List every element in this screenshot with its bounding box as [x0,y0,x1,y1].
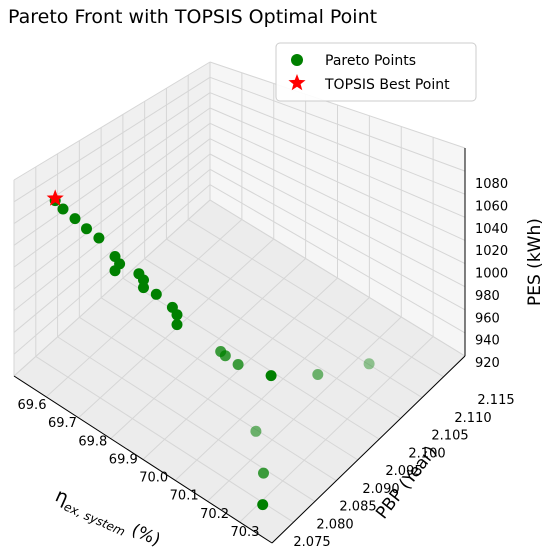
pareto-point [138,282,149,294]
grid-back-z [209,199,466,357]
grid-left-z [13,199,211,377]
grid-left-z [13,122,211,268]
grid-back-z [209,153,466,288]
x-axis-label: ηex, system(%) [51,484,164,552]
pareto-point [171,309,183,321]
grid-floor-y [79,316,337,482]
grid-floor-x [110,258,306,439]
grid-left-z [13,138,211,290]
pareto-point [109,265,121,277]
grid-floor-y [166,238,423,398]
z-tick-label: 1080 [475,177,508,192]
x-axis-label-unit: (%) [128,520,163,550]
grid-back-z [209,168,466,311]
x-tick-label: 70.3 [231,525,260,540]
y-tick-label: 2.100 [408,446,445,461]
pareto-point [232,359,244,370]
pareto-point [171,319,183,331]
legend-box [275,42,477,102]
axis-edges [13,148,466,544]
grid-left-z [13,92,211,224]
y-tick-label: 2.090 [362,482,399,497]
pareto-point [265,370,277,382]
x-axis-label-sub: ex, system [62,499,128,538]
grid-floor-y [35,356,294,523]
x-tick-label: 69.8 [78,434,107,449]
grid-floor-x [45,219,243,398]
y-tick-label: 2.085 [339,500,376,515]
grid-back-z [209,138,466,265]
x-axis-line [13,375,273,544]
grid-floor-x [174,297,370,481]
grid-back-z [209,184,466,334]
pareto-point [57,203,69,215]
grid-left-z [13,153,211,312]
legend-marker-topsis [288,74,306,91]
y-tick-label: 2.115 [477,393,514,408]
grid-floor-y [122,277,380,440]
pareto-point [69,213,81,225]
legend: Pareto Points TOPSIS Best Point [275,42,477,102]
z-tick-label: 1060 [475,199,508,214]
grid-floor-y [100,297,359,461]
grid-floor-y [144,258,401,419]
z-tick-label: 1020 [475,244,508,259]
grid-back-z [209,107,466,218]
grid-floor-x [207,316,402,502]
grid-back-z [209,76,466,172]
z-tick-label: 920 [475,356,500,371]
z-tick-label: 960 [475,311,500,326]
pareto-point [312,369,324,380]
grid-left-z [13,107,211,246]
chart-title: Pareto Front with TOPSIS Optimal Point [8,6,377,28]
grid-back-z [209,122,466,241]
grid-floor-x [239,336,434,523]
y-tick-label: 2.080 [316,517,353,532]
y-tick-label: 2.095 [385,464,422,479]
y-tick-label: 2.075 [293,535,330,550]
x-tick-label: 70.2 [200,507,229,522]
z-tick-label: 1040 [475,222,508,237]
x-tick-label: 69.6 [18,398,47,413]
x-tick-label: 69.7 [48,416,77,431]
y-tick-label: 2.105 [431,429,468,444]
pareto-point [257,499,269,511]
z-tick-label: 980 [475,289,500,304]
x-tick-label: 70.1 [170,489,199,504]
pareto-point [219,350,231,362]
z-tick-label: 1000 [475,267,508,282]
y-tick-label: 2.110 [454,411,491,426]
grid-lines [13,61,466,544]
legend-label-pareto: Pareto Points [325,53,416,69]
grid-floor-y [57,336,316,502]
pareto-point [81,223,92,235]
legend-label-topsis: TOPSIS Best Point [324,77,450,93]
pareto-point [250,425,262,437]
z-tick-label: 940 [475,334,500,349]
z-tick-labels: 920 940 960 980 1000 1020 1040 1060 1080 [475,177,508,371]
grid-back-z [209,61,466,149]
grid-left-z [13,76,211,203]
y-axis-line [271,355,466,544]
pareto-point [93,232,105,244]
pareto-point [138,274,149,286]
data-points [46,189,375,511]
pane-floor [14,200,465,543]
z-axis-label: PES (kWh) [525,218,545,306]
pareto-point [150,288,162,300]
y-tick-labels: 2.075 2.080 2.085 2.090 2.095 2.100 2.105 2.110… [293,393,514,550]
grid-left-z [13,168,211,333]
x-tick-label: 69.9 [109,452,138,467]
pareto-point [258,467,269,479]
legend-marker-pareto [291,54,303,66]
topsis-best-point [46,189,64,206]
pane-left [14,62,210,376]
x-tick-label: 70.0 [139,471,168,486]
x-tick-labels: 69.669.769.869.970.070.170.270.3 [18,398,260,540]
grid-back-z [209,92,466,195]
grid-left-z [13,61,211,181]
pareto-point [363,358,375,370]
grid-floor-y [187,219,444,378]
